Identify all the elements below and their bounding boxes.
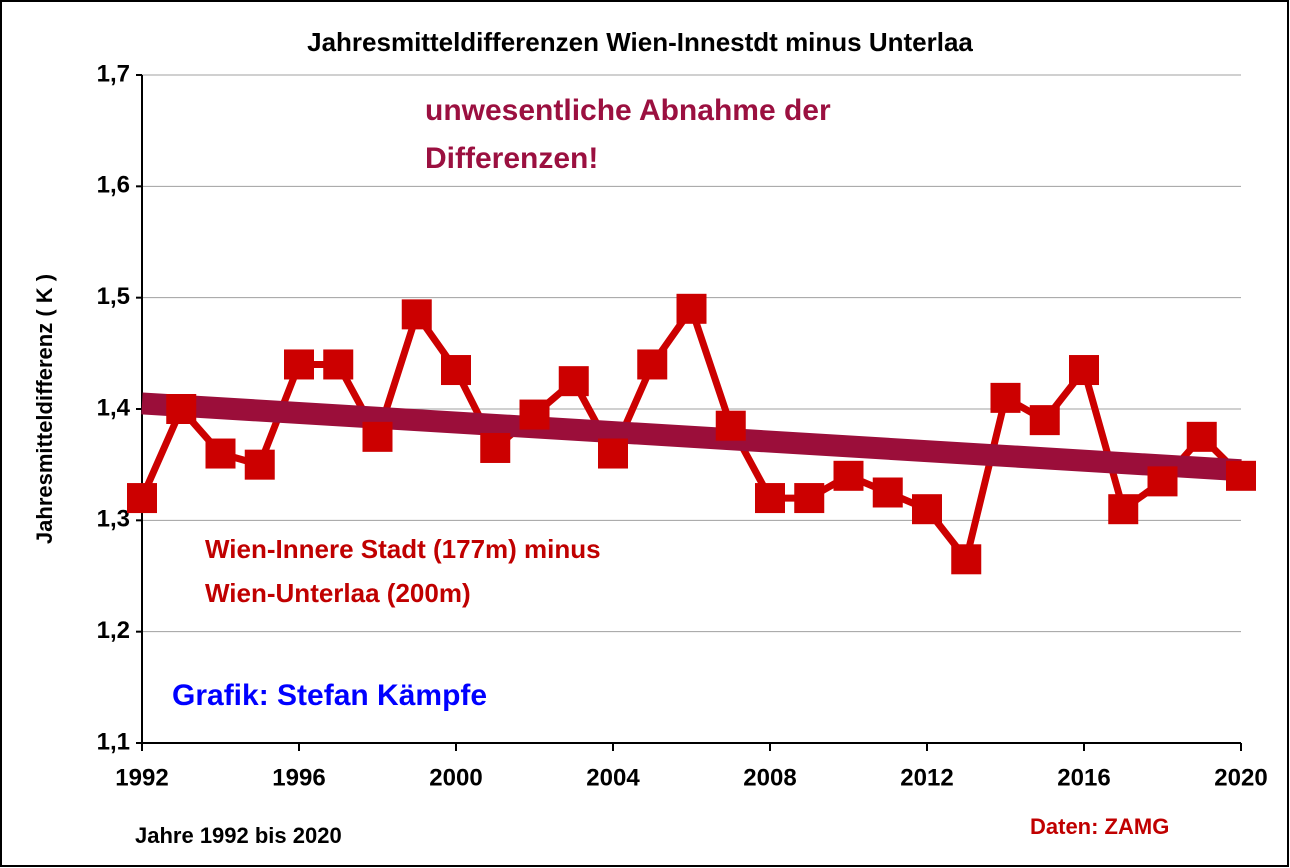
chart-title: Jahresmitteldifferenzen Wien-Innestdt mi… xyxy=(307,27,973,57)
trend-line xyxy=(141,392,1242,482)
marker xyxy=(598,438,628,469)
marker xyxy=(1147,466,1178,497)
y-tick-label: 1,2 xyxy=(97,617,130,644)
x-tick-label: 2016 xyxy=(1057,764,1110,791)
marker xyxy=(755,483,785,514)
marker xyxy=(558,366,589,397)
marker xyxy=(872,477,903,508)
annotation: Grafik: Stefan Kämpfe xyxy=(172,679,487,712)
marker xyxy=(244,449,275,480)
marker xyxy=(441,355,471,386)
annotation: Differenzen! xyxy=(425,142,598,175)
marker xyxy=(951,544,982,575)
marker xyxy=(990,382,1021,413)
marker xyxy=(205,438,236,469)
marker xyxy=(715,410,746,441)
x-tick-label: 2008 xyxy=(743,764,796,791)
x-tick-label: 2000 xyxy=(429,764,482,791)
y-axis-label: Jahresmitteldifferenz ( K ) xyxy=(32,274,57,544)
marker xyxy=(676,293,707,324)
annotation: unwesentliche Abnahme der xyxy=(425,94,831,127)
x-axis-label: Jahre 1992 bis 2020 xyxy=(135,823,342,848)
y-tick-label: 1,6 xyxy=(97,172,130,199)
x-tick-label: 1992 xyxy=(115,764,168,791)
y-tick-label: 1,5 xyxy=(97,283,130,310)
y-tick-label: 1,3 xyxy=(97,506,130,533)
marker xyxy=(1186,421,1217,452)
y-tick-label: 1,1 xyxy=(97,728,130,755)
marker xyxy=(833,460,864,491)
x-tick-label: 2012 xyxy=(900,764,953,791)
annotation: Daten: ZAMG xyxy=(1030,814,1169,839)
annotation: Wien-Innere Stadt (177m) minus xyxy=(205,534,601,564)
marker xyxy=(1069,355,1099,386)
x-tick-label: 1996 xyxy=(272,764,325,791)
marker xyxy=(127,483,157,514)
x-tick-label: 2020 xyxy=(1214,764,1267,791)
marker xyxy=(1108,494,1139,525)
y-tick-label: 1,4 xyxy=(97,394,131,421)
marker xyxy=(401,299,432,330)
marker xyxy=(912,494,942,525)
marker xyxy=(794,483,825,514)
marker xyxy=(480,432,511,463)
marker xyxy=(1029,405,1060,436)
marker xyxy=(519,399,550,430)
marker xyxy=(637,349,668,380)
x-tick-label: 2004 xyxy=(586,764,640,791)
marker xyxy=(166,394,197,424)
marker xyxy=(362,421,393,452)
marker xyxy=(284,349,314,380)
y-tick-label: 1,7 xyxy=(97,60,130,87)
marker xyxy=(323,349,354,380)
annotation: Wien-Unterlaa (200m) xyxy=(205,578,471,608)
marker xyxy=(1226,460,1256,491)
